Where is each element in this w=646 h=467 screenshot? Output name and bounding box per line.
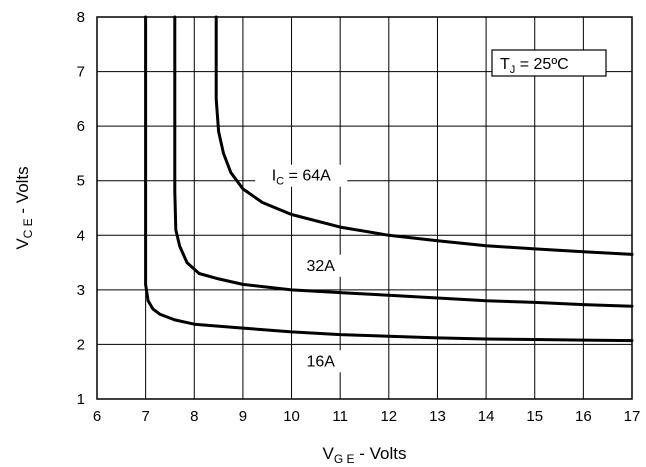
x-tick-label: 8 [190, 408, 198, 425]
curve-64A [214, 15, 634, 256]
curve-32A [173, 15, 634, 308]
x-axis-title-sub: G E [334, 452, 355, 466]
curve-label-background [296, 254, 345, 277]
curve-label-background [296, 350, 345, 373]
x-tick-label: 14 [478, 408, 495, 425]
x-tick-label: 13 [429, 408, 446, 425]
y-tick-label: 6 [77, 118, 85, 135]
x-tick-label: 7 [141, 408, 149, 425]
y-tick-label: 3 [77, 282, 85, 299]
curve-label-16A: 16A [306, 353, 335, 370]
curve-16A [144, 15, 634, 343]
curve-labels: IC = 64A 32A 16A [255, 164, 348, 373]
x-tick-label: 10 [283, 408, 300, 425]
annotation-main: T [500, 56, 510, 73]
x-tick-label: 6 [93, 408, 101, 425]
x-tick-label: 15 [526, 408, 543, 425]
y-tick-label: 7 [77, 64, 85, 81]
curve-label-main: I [272, 168, 276, 185]
x-tick-label: 12 [380, 408, 397, 425]
y-axis-title-sub: C E [21, 218, 35, 238]
curve-label-64A: IC = 64A [272, 168, 331, 188]
x-axis-title-main: V [323, 444, 335, 463]
y-tick-label: 5 [77, 173, 85, 190]
plot-frame [96, 16, 633, 400]
annotation-box [491, 49, 607, 77]
x-tick-labels: 6 7 8 9 10 11 12 13 14 15 16 17 [93, 408, 641, 425]
y-tick-label: 4 [77, 227, 85, 244]
y-axis-title-rest: - Volts [13, 166, 32, 218]
x-axis-title: VG E - Volts [323, 444, 407, 466]
curve-label-rest: = 64A [284, 168, 331, 185]
y-axis-title-main: V [13, 238, 32, 250]
y-tick-labels: 1 2 3 4 5 6 7 8 [77, 9, 85, 408]
temperature-annotation: TJ = 25ºC [491, 49, 607, 77]
curves [144, 15, 634, 343]
x-tick-label: 9 [239, 408, 247, 425]
x-tick-label: 16 [575, 408, 592, 425]
x-axis-title-rest: - Volts [355, 444, 407, 463]
curve-label-main: 32A [306, 258, 335, 275]
x-tick-label: 11 [332, 408, 348, 425]
y-tick-label: 2 [77, 336, 85, 353]
curve-label-main: 16A [306, 353, 335, 370]
annotation-sub: J [510, 64, 516, 76]
curve-label-background [255, 164, 348, 187]
y-axis-title: VC E - Volts [13, 166, 35, 249]
y-tick-label: 8 [77, 9, 85, 26]
annotation-rest: = 25ºC [515, 56, 568, 73]
x-tick-label: 17 [624, 408, 641, 425]
curve-label-sub: C [276, 176, 284, 188]
y-tick-label: 1 [77, 391, 85, 408]
curve-label-32A: 32A [306, 258, 335, 275]
annotation-text: TJ = 25ºC [500, 56, 569, 76]
